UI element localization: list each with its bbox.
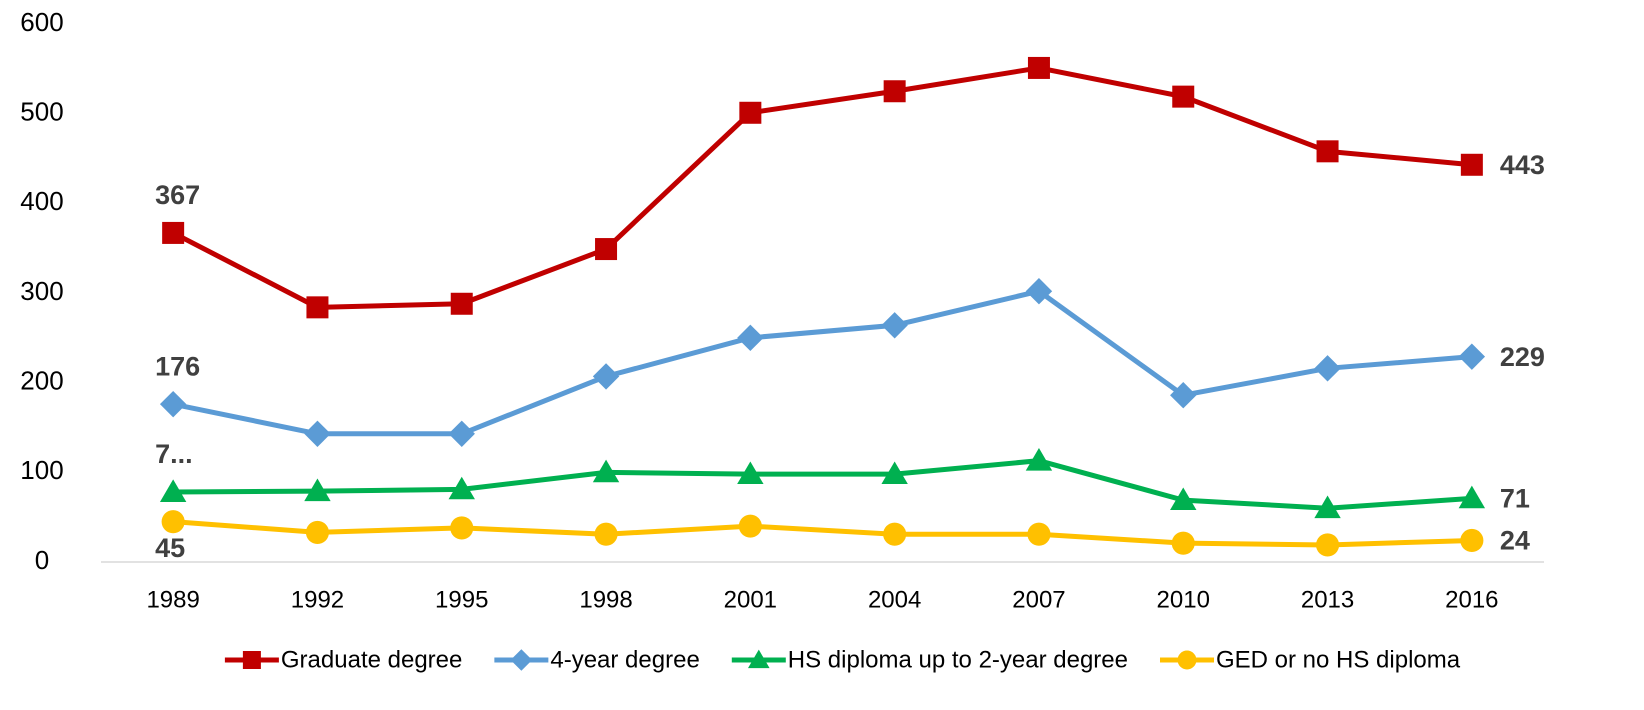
legend-label: Graduate degree	[281, 646, 462, 673]
marker	[450, 516, 474, 540]
marker	[510, 649, 533, 671]
marker	[1314, 355, 1341, 382]
marker	[1314, 495, 1341, 519]
marker	[448, 476, 475, 500]
marker	[161, 510, 185, 534]
x-tick-label: 1998	[579, 586, 632, 613]
data-label: 229	[1500, 342, 1545, 372]
marker	[305, 520, 330, 544]
marker	[1170, 487, 1197, 511]
legend-item: 4-year degree	[494, 646, 700, 673]
marker	[881, 461, 908, 485]
x-tick-label: 2016	[1445, 586, 1498, 613]
legend: Graduate degree 4-year degree HS diploma u…	[224, 646, 1461, 673]
data-label: 7...	[155, 439, 193, 469]
x-tick-label: 1992	[291, 586, 344, 613]
marker	[737, 324, 764, 352]
marker	[1460, 528, 1484, 553]
marker	[1177, 650, 1197, 670]
marker	[1316, 140, 1339, 163]
data-label: 24	[1500, 526, 1530, 556]
data-label: 176	[155, 351, 200, 381]
x-tick-label: 2007	[1012, 586, 1065, 613]
legend-item: GED or no HS diploma	[1160, 646, 1461, 673]
marker	[1027, 522, 1051, 546]
marker	[738, 514, 762, 538]
x-tick-label: 2001	[724, 586, 777, 613]
data-label: 443	[1500, 150, 1545, 180]
x-tick-label: 1989	[146, 586, 199, 613]
y-tick-label: 500	[20, 97, 63, 127]
data-label: 71	[1500, 483, 1530, 513]
marker	[162, 221, 185, 244]
marker	[1172, 85, 1195, 108]
marker	[881, 312, 908, 339]
x-tick-label: 1995	[435, 586, 488, 613]
series: 45 24	[155, 510, 1530, 563]
y-tick-label: 0	[35, 545, 49, 575]
x-tick-label: 2010	[1157, 586, 1210, 613]
series-line	[172, 65, 1473, 310]
marker	[883, 522, 907, 546]
marker	[1170, 382, 1197, 409]
marker	[1025, 278, 1053, 305]
legend-label: HS diploma up to 2-year degree	[788, 646, 1128, 673]
marker	[739, 101, 762, 124]
marker	[1171, 531, 1195, 555]
legend-label: 4-year degree	[550, 646, 699, 673]
series: 367 443	[155, 56, 1545, 319]
y-tick-label: 400	[20, 186, 63, 216]
marker	[304, 420, 331, 447]
series-line	[172, 288, 1473, 437]
marker	[592, 459, 620, 483]
marker	[242, 651, 261, 669]
y-tick-label: 100	[20, 455, 63, 485]
x-tick-label: 2013	[1301, 586, 1354, 613]
marker	[306, 296, 329, 319]
series-line	[172, 519, 1472, 548]
data-label: 367	[155, 180, 200, 210]
marker	[1316, 533, 1340, 557]
marker	[747, 649, 770, 669]
legend-item: Graduate degree	[224, 646, 462, 673]
marker	[304, 478, 331, 502]
series: 176 229	[155, 278, 1545, 447]
series-line	[173, 458, 1473, 511]
y-tick-label: 300	[20, 276, 63, 306]
marker	[450, 292, 473, 315]
marker	[448, 420, 475, 447]
marker	[595, 238, 618, 261]
series: 7... 71	[155, 439, 1530, 519]
marker	[1458, 485, 1486, 509]
marker	[1460, 153, 1483, 176]
marker	[883, 80, 906, 103]
marker	[1025, 448, 1053, 471]
data-label: 45	[155, 533, 185, 563]
marker	[592, 363, 620, 390]
y-tick-label: 600	[20, 7, 63, 37]
marker	[737, 461, 764, 485]
y-tick-label: 200	[20, 366, 63, 396]
marker	[159, 390, 187, 418]
legend-label: GED or no HS diploma	[1216, 646, 1461, 673]
marker	[594, 522, 618, 546]
legend-item: HS diploma up to 2-year degree	[731, 646, 1128, 673]
x-tick-label: 2004	[868, 586, 921, 613]
marker	[1458, 343, 1486, 370]
marker	[159, 479, 187, 502]
marker	[1027, 56, 1050, 79]
